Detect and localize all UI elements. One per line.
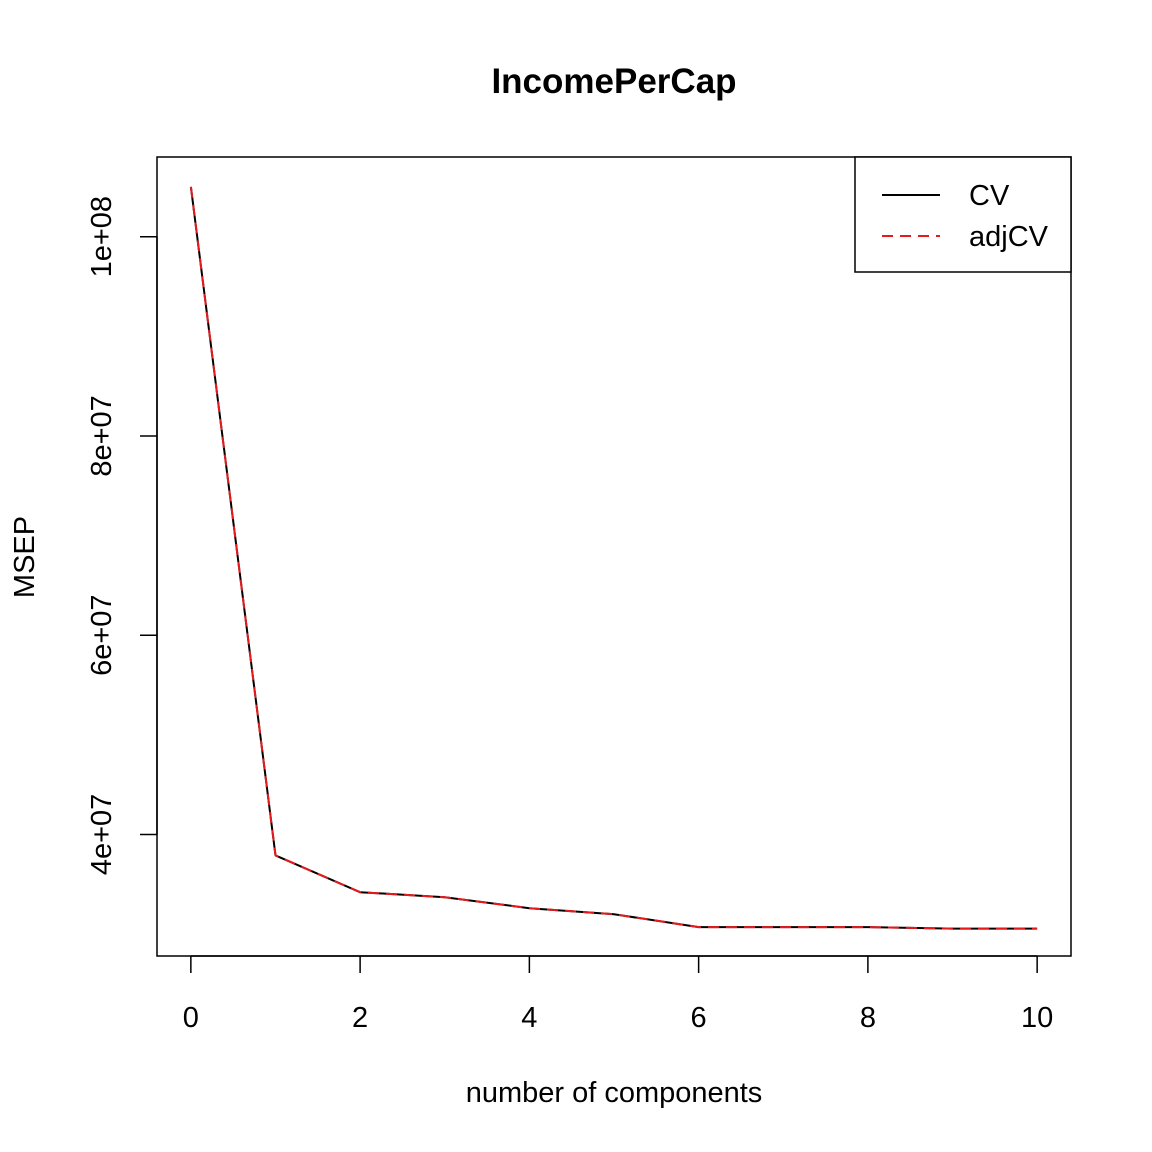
x-tick-label: 4 [521, 1002, 537, 1034]
legend-label-CV: CV [969, 180, 1010, 212]
x-axis-label: number of components [466, 1077, 763, 1109]
y-tick-label: 4e+07 [86, 794, 118, 875]
y-axis-label: MSEP [9, 516, 41, 598]
x-tick-label: 10 [1021, 1002, 1053, 1034]
legend: CV adjCV [854, 156, 1072, 273]
chart-title: IncomePerCap [491, 62, 736, 101]
series-layer [189, 186, 1038, 930]
x-tick-label: 6 [691, 1002, 707, 1034]
plot-frame [156, 156, 1072, 957]
y-tick-label: 6e+07 [86, 594, 118, 675]
y-axis: 4e+07 6e+07 8e+07 1e+08 [86, 196, 158, 875]
x-tick-label: 8 [860, 1002, 876, 1034]
x-tick-label: 2 [352, 1002, 368, 1034]
x-tick-label: 0 [183, 1002, 199, 1034]
legend-box [854, 156, 1072, 273]
legend-label-adjCV: adjCV [969, 221, 1049, 253]
series-line-adjCV [189, 186, 1038, 930]
x-axis: 0 2 4 6 8 10 [183, 955, 1053, 1034]
series-line-CV [189, 186, 1038, 930]
y-tick-label: 8e+07 [86, 395, 118, 476]
y-tick-label: 1e+08 [86, 196, 118, 277]
